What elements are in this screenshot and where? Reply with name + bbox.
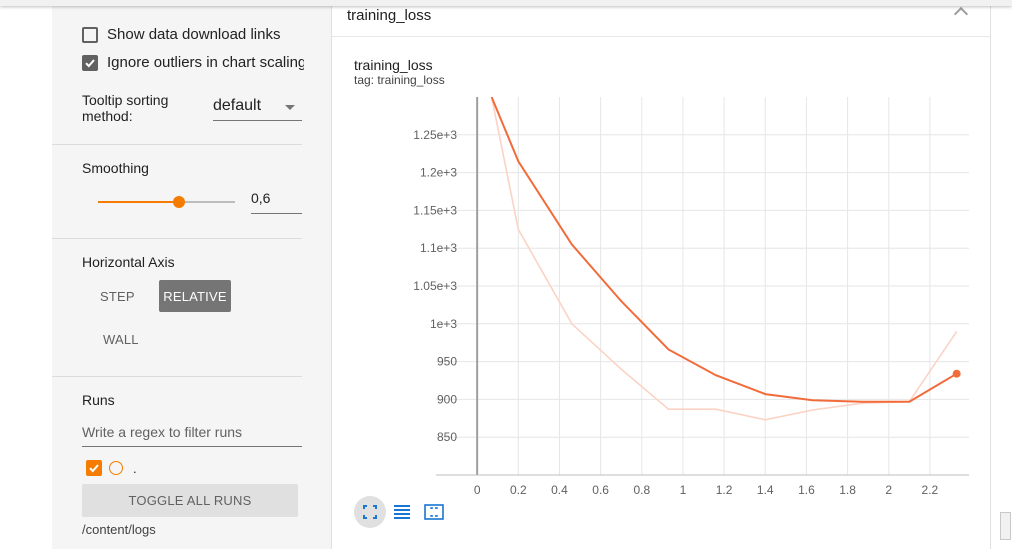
y-tick-label: 1.15e+3 xyxy=(413,203,457,217)
toolbar-edge xyxy=(0,0,1012,6)
x-tick-label: 1.6 xyxy=(798,483,815,497)
ignore-outliers-option[interactable]: Ignore outliers in chart scaling xyxy=(82,54,304,71)
y-tick-label: 950 xyxy=(437,355,457,369)
x-tick-label: 2.2 xyxy=(922,483,939,497)
sidebar: Show data download links Ignore outliers… xyxy=(52,0,333,549)
chart-card: training_loss training_loss tag: trainin… xyxy=(331,0,991,549)
smoothing-slider-fill xyxy=(98,201,179,203)
divider xyxy=(52,144,302,145)
tooltip-sorting-select[interactable]: default xyxy=(213,96,302,121)
scrollbar-thumb[interactable] xyxy=(1000,512,1011,540)
axis-relative-button[interactable]: RELATIVE xyxy=(159,280,231,312)
x-tick-label: 0 xyxy=(474,483,481,497)
x-tick-label: 1 xyxy=(680,483,687,497)
x-tick-label: 1.8 xyxy=(839,483,856,497)
x-tick-label: 0.6 xyxy=(592,483,609,497)
runs-title: Runs xyxy=(82,392,115,408)
show-download-links-option[interactable]: Show data download links xyxy=(82,26,280,43)
ignore-outliers-label: Ignore outliers in chart scaling xyxy=(107,54,304,71)
run-color-circle-icon[interactable] xyxy=(109,461,123,475)
card-header-title: training_loss xyxy=(347,7,432,24)
show-download-links-label: Show data download links xyxy=(107,26,281,43)
run-checkbox[interactable] xyxy=(86,460,102,476)
y-tick-label: 1.05e+3 xyxy=(413,279,457,293)
log-directory: /content/logs xyxy=(82,522,156,537)
chart-tag: tag: training_loss xyxy=(354,73,445,87)
smoothing-input[interactable]: 0,6 xyxy=(251,190,302,214)
line-chart[interactable]: 0 0.2 0.4 0.6 0.8 1 1.2 1.4 1.6 1.8 2 2.2 850 900 950 1… xyxy=(332,0,990,500)
y-tick-label: 850 xyxy=(437,430,457,444)
runs-filter-input[interactable]: Write a regex to filter runs xyxy=(82,424,302,447)
dropdown-caret-icon xyxy=(285,105,295,110)
show-download-links-checkbox[interactable] xyxy=(82,26,98,43)
axis-wall-button[interactable]: WALL xyxy=(103,332,139,347)
runs-filter-placeholder: Write a regex to filter runs xyxy=(82,424,243,440)
zoom-select-icon xyxy=(424,504,444,520)
chart-title: training_loss xyxy=(354,57,433,73)
divider xyxy=(52,238,302,239)
checkmark-icon xyxy=(89,464,99,473)
x-tick-label: 2 xyxy=(885,483,892,497)
checkmark-icon xyxy=(85,58,95,67)
horizontal-axis-title: Horizontal Axis xyxy=(82,254,175,270)
last-point-marker xyxy=(952,369,961,378)
tooltip-sorting-label: Tooltip sorting method: xyxy=(82,92,169,124)
y-tick-label: 1.1e+3 xyxy=(420,241,457,255)
x-tick-label: 1.2 xyxy=(716,483,733,497)
smoothing-value: 0,6 xyxy=(251,190,271,206)
zoom-select-button[interactable] xyxy=(418,496,450,528)
tooltip-sorting-value: default xyxy=(213,97,262,114)
divider xyxy=(52,376,302,377)
smoothing-title: Smoothing xyxy=(82,160,149,176)
log-scale-icon xyxy=(394,505,410,519)
smoothed-series-line xyxy=(490,97,958,403)
ignore-outliers-checkbox[interactable] xyxy=(82,54,98,71)
y-tick-label: 900 xyxy=(437,392,457,406)
axis-step-button[interactable]: STEP xyxy=(100,289,135,304)
chart-toolbar xyxy=(354,496,450,528)
card-header: training_loss xyxy=(332,0,990,37)
x-tick-label: 0.8 xyxy=(633,483,650,497)
log-scale-button[interactable] xyxy=(386,496,418,528)
toggle-all-runs-button[interactable]: TOGGLE ALL RUNS xyxy=(82,484,298,517)
run-item[interactable]: . xyxy=(86,460,137,476)
smoothing-slider-thumb[interactable] xyxy=(172,196,185,208)
run-label: . xyxy=(133,460,137,476)
x-tick-label: 1.4 xyxy=(757,483,774,497)
y-tick-label: 1.2e+3 xyxy=(420,166,457,180)
fit-domain-icon xyxy=(363,505,377,519)
x-tick-label: 0.4 xyxy=(551,483,568,497)
y-tick-label: 1.25e+3 xyxy=(413,128,457,142)
x-tick-label: 0.2 xyxy=(510,483,527,497)
fit-domain-button[interactable] xyxy=(354,496,386,528)
smoothing-slider[interactable] xyxy=(98,196,235,208)
y-tick-label: 1e+3 xyxy=(430,317,457,331)
